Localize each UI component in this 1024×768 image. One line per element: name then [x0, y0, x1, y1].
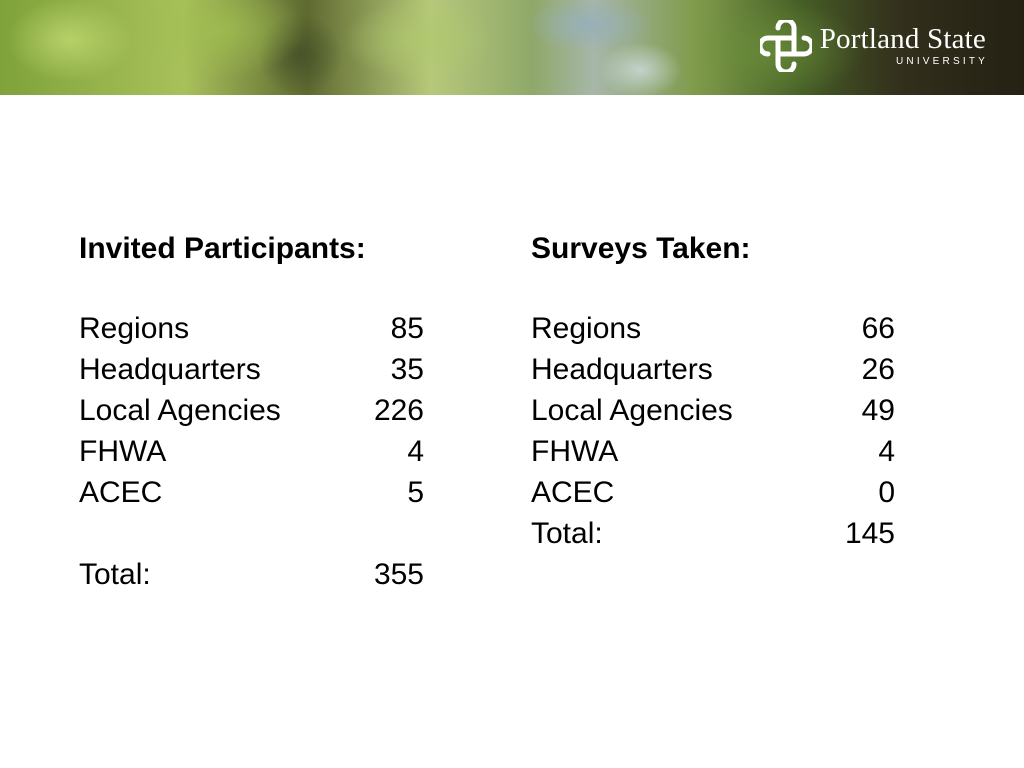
row-spacer [79, 516, 424, 557]
row-value: 4 [878, 435, 895, 468]
row-label: Regions [531, 312, 642, 345]
row-value: 49 [861, 394, 895, 427]
row-label: ACEC [531, 476, 615, 509]
surveys-taken-table: Surveys Taken: Regions 66 Headquarters 2… [531, 230, 895, 557]
row-value: 26 [861, 353, 895, 386]
psu-logo: Portland State UNIVERSITY [759, 20, 988, 72]
total-label: Total: [531, 517, 603, 550]
surveys-heading: Surveys Taken: [531, 232, 751, 265]
table-row: Headquarters 35 [79, 352, 424, 393]
psu-knot-icon [759, 20, 812, 72]
row-value: 66 [861, 312, 895, 345]
row-label: Regions [79, 312, 190, 345]
table-row: Local Agencies 49 [531, 393, 895, 434]
row-value: 5 [407, 476, 424, 509]
total-value: 355 [373, 558, 424, 591]
total-value: 145 [844, 517, 895, 550]
invited-participants-table: Invited Participants: Regions 85 Headqua… [79, 230, 424, 598]
row-label: Local Agencies [79, 394, 281, 427]
invited-heading: Invited Participants: [79, 232, 366, 265]
row-value: 35 [390, 353, 424, 386]
row-value: 85 [390, 312, 424, 345]
row-label: Headquarters [531, 353, 713, 386]
row-label: Headquarters [79, 353, 261, 386]
row-value: 0 [878, 476, 895, 509]
table-row: Headquarters 26 [531, 352, 895, 393]
row-label: Local Agencies [531, 394, 733, 427]
total-row: Total: 355 [79, 557, 424, 598]
table-row: ACEC 5 [79, 475, 424, 516]
table-row: FHWA 4 [79, 434, 424, 475]
logo-name: Portland State [819, 23, 986, 55]
table-row: FHWA 4 [531, 434, 895, 475]
total-row: Total: 145 [531, 516, 895, 557]
row-label: FHWA [79, 435, 167, 468]
row-label: FHWA [531, 435, 619, 468]
total-label: Total: [79, 558, 151, 591]
logo-subtitle: UNIVERSITY [895, 56, 988, 67]
table-row: Regions 85 [79, 311, 424, 352]
table-row: ACEC 0 [531, 475, 895, 516]
header-banner: Portland State UNIVERSITY [0, 0, 1024, 95]
row-value: 226 [373, 394, 424, 427]
row-value: 4 [407, 435, 424, 468]
row-label: ACEC [79, 476, 163, 509]
table-row: Regions 66 [531, 311, 895, 352]
table-row: Local Agencies 226 [79, 393, 424, 434]
